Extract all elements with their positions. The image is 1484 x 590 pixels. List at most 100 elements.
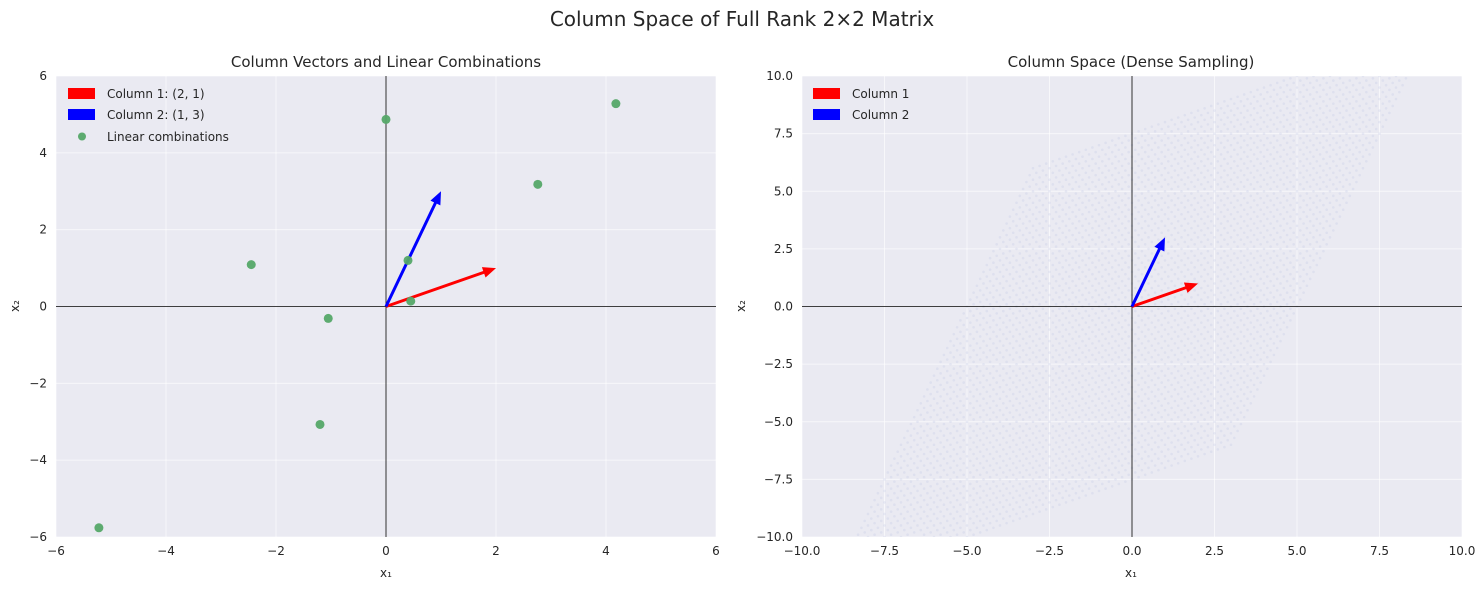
dense-point [1246,109,1249,112]
dense-point [936,367,939,371]
dense-point [1213,236,1216,239]
dense-point [1035,286,1038,290]
dense-point [1068,321,1071,324]
dense-point [942,365,946,368]
dense-point [1005,498,1008,502]
dense-point [1035,229,1038,232]
dense-point [1048,420,1051,424]
dense-point [955,337,959,341]
dense-point [955,498,959,502]
dense-point [1134,136,1137,140]
dense-point [1206,307,1210,311]
dense-point [1190,180,1193,184]
dense-point [1058,307,1061,311]
dense-point [1256,169,1259,172]
dense-point [1404,77,1408,80]
dense-point [1097,282,1101,285]
dense-point [1229,339,1233,343]
dense-point [1160,277,1163,281]
dense-point [1279,282,1282,285]
dense-point [1223,434,1226,437]
dense-point [906,452,909,456]
dense-point [906,475,909,479]
dense-point [1061,266,1064,269]
dense-point [1011,219,1015,223]
dense-point [1282,79,1286,82]
dense-point [1143,289,1147,292]
dense-point [926,434,929,437]
dense-point [1018,298,1022,301]
dense-point [1094,300,1097,304]
dense-point [1246,143,1249,147]
dense-point [1157,134,1160,138]
dense-point [1295,109,1299,112]
dense-point [1239,169,1243,172]
dense-point [1077,381,1081,384]
dense-point [1005,302,1008,306]
dense-point [1229,408,1233,412]
dense-point [978,277,982,281]
dense-point [1196,293,1200,297]
dense-point [1150,171,1154,175]
dense-point [1077,369,1081,373]
dense-point [962,484,965,488]
dense-point [1242,277,1246,281]
dense-point [1173,319,1177,322]
dense-point [1322,192,1325,195]
dense-point [1183,171,1187,175]
dense-point [969,494,972,497]
dense-point [1246,293,1249,297]
dense-point [1041,226,1045,230]
dense-point [1259,93,1262,96]
dense-point [949,535,952,537]
dense-point [1143,404,1147,407]
dense-point [1051,159,1055,163]
dense-point [1018,402,1022,405]
dense-point [1196,443,1200,447]
dense-point [1233,332,1236,336]
dense-point [1272,238,1276,241]
dense-point [962,473,965,477]
dense-point [1025,399,1028,403]
dense-point [1021,475,1025,479]
dense-point [942,353,946,357]
dense-point [1200,402,1203,405]
dense-point [975,514,979,518]
dense-point [1305,272,1309,276]
dense-point [916,501,919,504]
dense-point [1068,252,1071,255]
dense-point [1312,201,1315,205]
dense-point [1035,459,1038,463]
dense-point [1259,162,1262,165]
dense-point [1239,100,1243,103]
dense-point [1064,443,1068,447]
dense-point [1312,213,1315,216]
dense-point [1058,353,1061,357]
dense-point [1153,233,1157,237]
dense-point [1011,300,1015,304]
dense-point [1239,261,1243,265]
dense-point [969,459,972,463]
dense-point [1203,279,1206,283]
dense-point [1219,302,1223,306]
dense-point [1127,312,1130,315]
dense-point [1391,104,1394,108]
dense-point [1378,120,1381,124]
dense-point [1338,134,1342,138]
dense-point [982,316,985,320]
dense-point [1091,238,1094,241]
dense-point [1084,402,1088,405]
dense-point [1170,199,1173,202]
dense-point [1365,136,1368,140]
panel-dense-sampling: −10.0 −7.5 −5.0 −2.5 0.0 2.5 5.0 7.5 10.0−10.0−7… [734,53,1475,580]
dense-point [1388,100,1391,103]
dense-point [870,505,873,509]
dense-point [1031,247,1035,251]
dense-point [1147,166,1150,170]
dense-point [1077,173,1081,177]
dense-point [1193,266,1196,269]
dense-point [1064,316,1068,320]
dense-point [1351,141,1355,145]
dense-point [1021,510,1025,513]
dense-point [870,517,873,520]
